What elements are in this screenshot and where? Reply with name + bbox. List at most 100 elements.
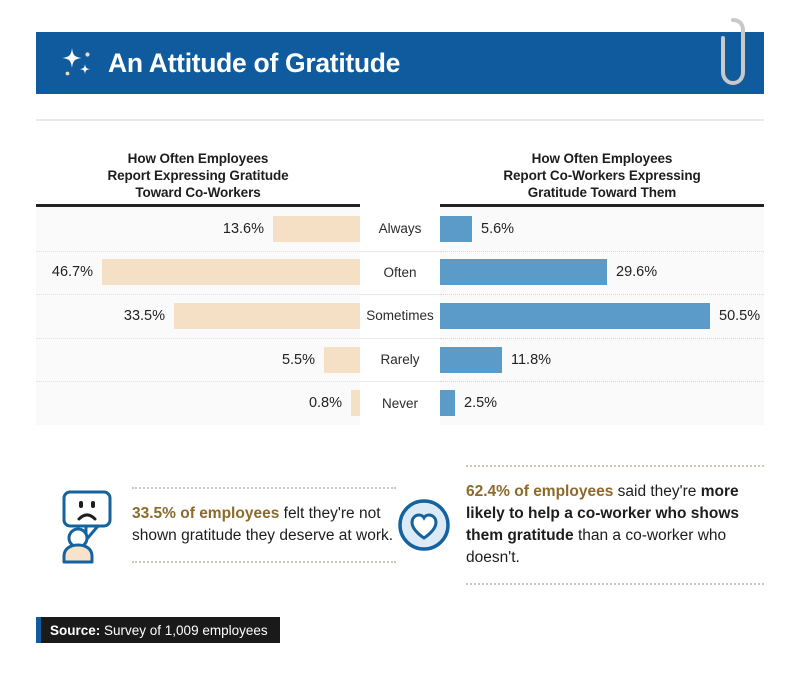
category-separator (360, 381, 440, 383)
bar-value-label: 29.6% (616, 264, 658, 281)
bar-rarely (440, 346, 502, 373)
source-text: Source: Survey of 1,009 employees (50, 623, 268, 638)
dotted-rule-bottom (132, 561, 396, 563)
bar-row: 5.6% (440, 207, 764, 251)
category-sometimes: Sometimes (366, 308, 434, 324)
category-label-column: Always Often Sometimes Rarely Never (360, 207, 440, 425)
chart-left-axis-rule (36, 204, 360, 207)
source-bar: Source: Survey of 1,009 employees (36, 617, 280, 643)
source-label: Source: (50, 622, 101, 638)
bar-row: 5.5% (36, 338, 360, 382)
callout-highlight: 62.4% of employees (466, 483, 614, 500)
callout-text: 62.4% of employees said they're more lik… (466, 481, 764, 569)
chart-right-title-line1: How Often Employees (531, 151, 673, 166)
heart-circle-icon (396, 497, 452, 553)
page-title: An Attitude of Gratitude (108, 47, 401, 78)
bar-never (440, 390, 455, 417)
bar-row: 29.6% (440, 251, 764, 295)
row-separator (36, 250, 360, 252)
chart-category-axis: Always Often Sometimes Rarely Never (360, 150, 440, 425)
dotted-rule-top (466, 465, 764, 467)
chart-left-title-line3: Toward Co-Workers (135, 185, 261, 200)
chart-left-plot: 13.6% 46.7% 33.5% 5.5% (36, 207, 360, 425)
category-row: Rarely (360, 338, 440, 382)
callout-highlight: 33.5% of employees (132, 505, 280, 522)
bar-row: 2.5% (440, 381, 764, 425)
category-row: Always (360, 207, 440, 251)
sparkle-icon (58, 44, 96, 82)
category-separator (360, 250, 440, 252)
bar-always (440, 215, 472, 242)
category-row: Sometimes (360, 294, 440, 338)
category-row: Never (360, 381, 440, 425)
category-separator (360, 337, 440, 339)
callouts-section: 33.5% of employees felt they're not show… (36, 455, 764, 595)
chart-left-title-line2: Report Expressing Gratitude (107, 168, 289, 183)
row-separator (36, 381, 360, 383)
callout-gratitude-not-shown: 33.5% of employees felt they're not show… (56, 455, 396, 595)
header-divider (36, 119, 764, 121)
category-separator (360, 294, 440, 296)
source-value: Survey of 1,009 employees (100, 622, 268, 638)
row-separator (36, 294, 360, 296)
chart-left: How Often Employees Report Expressing Gr… (36, 150, 360, 425)
callout-rest: felt they're not shown gratitude they de… (132, 505, 394, 544)
bar-rarely (324, 346, 360, 373)
chart-center-title-spacer (360, 150, 440, 204)
chart-right-title-line2: Report Co-Workers Expressing (503, 168, 701, 183)
category-always: Always (378, 221, 422, 237)
chart-right-plot: 5.6% 29.6% 50.5% 11.8% (440, 207, 764, 425)
charts-section: How Often Employees Report Expressing Gr… (36, 150, 764, 435)
row-separator (440, 250, 764, 252)
row-separator (440, 337, 764, 339)
bar-row: 50.5% (440, 294, 764, 338)
bar-often (440, 259, 607, 286)
bar-sometimes (174, 302, 360, 329)
sad-face-speech-bubble-icon (56, 486, 118, 564)
bar-value-label: 5.6% (481, 220, 515, 237)
row-separator (440, 381, 764, 383)
callout-bold: more likely to help a co-worker who show… (466, 483, 740, 544)
row-separator (440, 294, 764, 296)
dotted-rule-top (132, 487, 396, 489)
chart-right: How Often Employees Report Co-Workers Ex… (440, 150, 764, 425)
callout-more-likely-to-help: 62.4% of employees said they're more lik… (396, 455, 764, 595)
callout-mid: said they're (613, 483, 701, 500)
callout-rest: than a co-worker who doesn't. (466, 527, 727, 566)
callout-body: 62.4% of employees said they're more lik… (466, 459, 764, 591)
chart-right-title-line3: Gratitude Toward Them (527, 185, 677, 200)
bar-value-label: 11.8% (511, 351, 552, 368)
category-rarely: Rarely (380, 352, 420, 368)
bar-value-label: 2.5% (464, 395, 498, 412)
bar-row: 11.8% (440, 338, 764, 382)
bar-value-label: 13.6% (222, 220, 264, 237)
bar-sometimes (440, 302, 710, 329)
row-separator (36, 337, 360, 339)
callout-text: 33.5% of employees felt they're not show… (132, 503, 396, 547)
bar-row: 0.8% (36, 381, 360, 425)
bar-row: 46.7% (36, 251, 360, 295)
bar-never (351, 390, 360, 417)
chart-right-title: How Often Employees Report Co-Workers Ex… (440, 150, 764, 204)
bar-row: 13.6% (36, 207, 360, 251)
bar-value-label: 0.8% (308, 395, 342, 412)
paperclip-icon (715, 14, 751, 94)
category-row: Often (360, 251, 440, 295)
category-often: Often (383, 264, 417, 280)
bar-value-label: 50.5% (719, 307, 761, 324)
bar-always (273, 215, 360, 242)
callout-body: 33.5% of employees felt they're not show… (132, 481, 396, 569)
chart-right-axis-rule (440, 204, 764, 207)
chart-left-title-line1: How Often Employees (127, 151, 269, 166)
header: An Attitude of Gratitude (36, 18, 764, 94)
header-bar: An Attitude of Gratitude (36, 32, 764, 94)
bar-value-label: 33.5% (123, 307, 165, 324)
category-never: Never (381, 395, 418, 411)
dotted-rule-bottom (466, 583, 764, 585)
bar-row: 33.5% (36, 294, 360, 338)
chart-left-title: How Often Employees Report Expressing Gr… (36, 150, 360, 204)
bar-value-label: 5.5% (281, 351, 315, 368)
bar-value-label: 46.7% (51, 264, 93, 281)
bar-often (102, 259, 360, 286)
